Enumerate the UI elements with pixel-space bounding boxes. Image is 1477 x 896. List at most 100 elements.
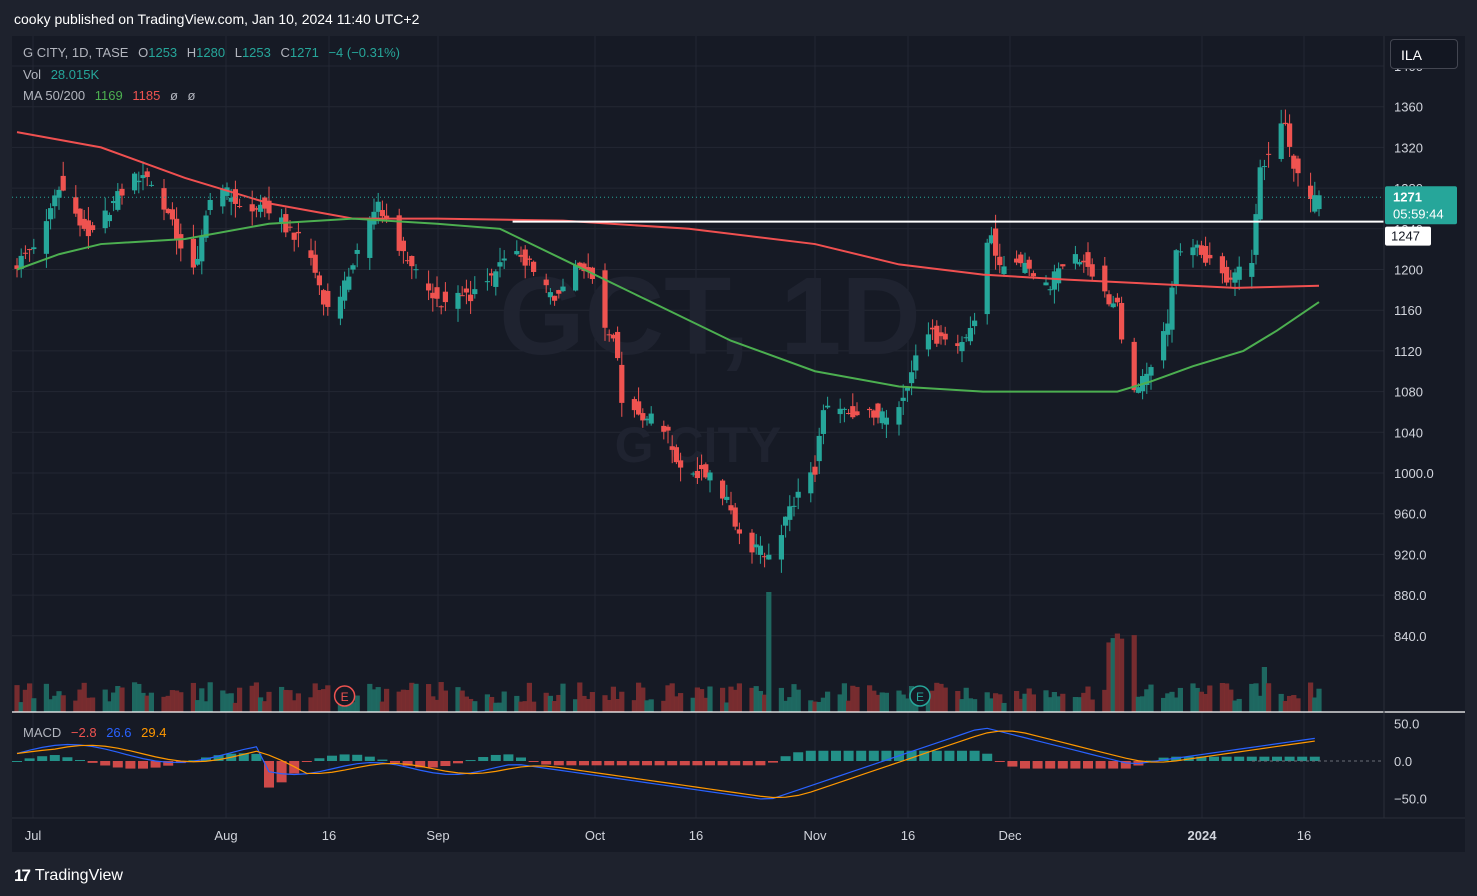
volume-bar [497,702,503,712]
price-chart[interactable]: GCT, 1D G CITY EE 1400136013201280124012… [12,36,1465,852]
volume-bar [232,702,238,712]
candle-body [1295,158,1301,174]
macd-histogram-bar [931,750,942,761]
vol-label[interactable]: Vol [23,67,42,82]
volume-bar [1203,693,1209,712]
macd-histogram-bar [478,757,489,761]
macd-histogram-bar [352,754,363,761]
earnings-marker[interactable]: E [333,685,356,707]
macd-histogram-bar [1209,756,1219,761]
volume-bar [720,687,726,712]
candle-body [253,208,259,210]
volume-bar [1026,688,1032,712]
macd-histogram-bar [805,750,816,761]
time-axis-label: Dec [998,828,1022,843]
candle-body [1043,282,1049,286]
volume-bar [1161,697,1167,712]
candle-body [106,214,112,222]
volume-bar [1135,696,1141,712]
macd-histogram-bar [742,761,753,766]
volume-bar [1081,692,1087,712]
candle-body [497,262,503,267]
macd-signal-value: 29.4 [141,725,167,740]
candle-body [14,265,20,269]
volume-bar [560,683,566,712]
volume-bar [434,699,440,712]
ma-label[interactable]: MA 50/200 [23,88,86,103]
volume-bar [48,699,54,712]
volume-bar [581,695,587,712]
volume-bar [1282,700,1288,712]
candle-body [73,197,79,214]
macd-hist-value: −2.8 [70,725,97,740]
tradingview-logo[interactable]: 17 TradingView [14,866,123,886]
macd-histogram-bar [1246,756,1257,761]
volume-bar [850,685,856,712]
volume-bar [1085,686,1091,712]
candle-body [930,327,936,330]
volume-bar [904,698,910,712]
chart-panel[interactable]: GCT, 1D G CITY EE 1400136013201280124012… [12,36,1465,852]
candle-body [556,290,562,294]
volume-bar [967,698,973,712]
candle-body [321,290,327,305]
macd-label[interactable]: MACD [23,725,62,740]
time-axis-label: Jul [25,828,42,843]
volume-bar [573,699,579,712]
legend-symbol[interactable]: G CITY, 1D, TASE [23,45,129,60]
candle-body [161,188,167,210]
candle-body [665,426,671,431]
candle-body [531,261,537,272]
candle-body [384,215,390,220]
candle-body [1102,265,1108,292]
ma50-value: 1169 [94,88,123,103]
volume-bar [262,701,268,712]
candle-body [871,410,877,418]
volume-bar [724,702,730,712]
candle-body [552,295,558,301]
volume-bar [1047,697,1053,712]
volume-bar [1169,691,1175,712]
earnings-marker[interactable]: E [909,685,931,707]
low-label: L [234,45,242,60]
volume-bar [203,701,209,712]
candle-body [489,273,495,276]
last-price-tag [1385,186,1457,225]
candle-body [1228,277,1234,280]
candle-body [913,355,919,371]
candle-body [346,276,352,290]
candle-body [648,413,654,424]
candle-body [295,231,301,234]
macd-histogram-bar [856,750,867,761]
macd-histogram-bar [982,753,993,761]
macd-histogram-bar [301,761,312,762]
candle-body [287,226,293,228]
currency-button[interactable]: ILA [1390,39,1458,69]
candle-body [396,215,402,251]
candle-body [1114,297,1120,303]
macd-histogram-bar [377,759,388,761]
volume-bar [106,701,112,712]
volume-bar [732,689,738,712]
candle-body [1060,264,1066,267]
volume-bar [673,696,679,712]
macd-histogram-bar [1057,761,1068,769]
macd-histogram-bar [604,761,615,766]
candle-body [883,417,889,425]
time-axis-label: 16 [901,828,915,843]
volume-bar [963,687,969,712]
volume-bar [808,700,814,712]
candle-body [619,364,625,403]
footer: 17 TradingView [0,856,1477,896]
volume-bar [795,689,801,712]
macd-histogram-bar [679,761,690,766]
candle-body [354,249,360,254]
volume-bar [1249,683,1255,712]
volume-bar [1110,638,1116,712]
level-price-tag [1385,226,1431,246]
legend-ohlc: G CITY, 1D, TASE O1253 H1280 L1253 C1271… [23,45,406,60]
volume-bar [631,700,637,712]
macd-histogram-bar [768,761,778,763]
volume-bar [1253,683,1259,712]
candle-body [560,286,566,292]
